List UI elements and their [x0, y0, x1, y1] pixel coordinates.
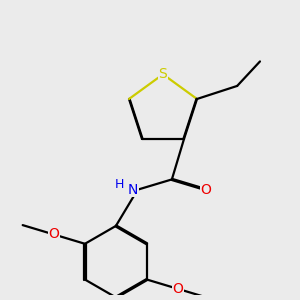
Text: O: O	[201, 183, 212, 197]
Text: S: S	[159, 67, 167, 81]
Text: O: O	[48, 227, 59, 242]
Text: H: H	[115, 178, 124, 191]
Text: N: N	[128, 183, 138, 197]
Text: O: O	[172, 282, 183, 296]
